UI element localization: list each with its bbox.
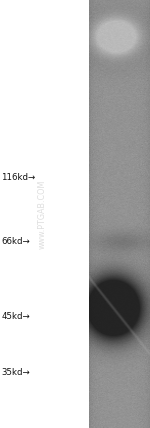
Text: 116kd→: 116kd→ [2,173,36,182]
Text: 66kd→: 66kd→ [2,237,30,247]
Text: www.PTGAB.COM: www.PTGAB.COM [38,179,46,249]
Text: 45kd→: 45kd→ [2,312,30,321]
Text: 35kd→: 35kd→ [2,368,30,377]
